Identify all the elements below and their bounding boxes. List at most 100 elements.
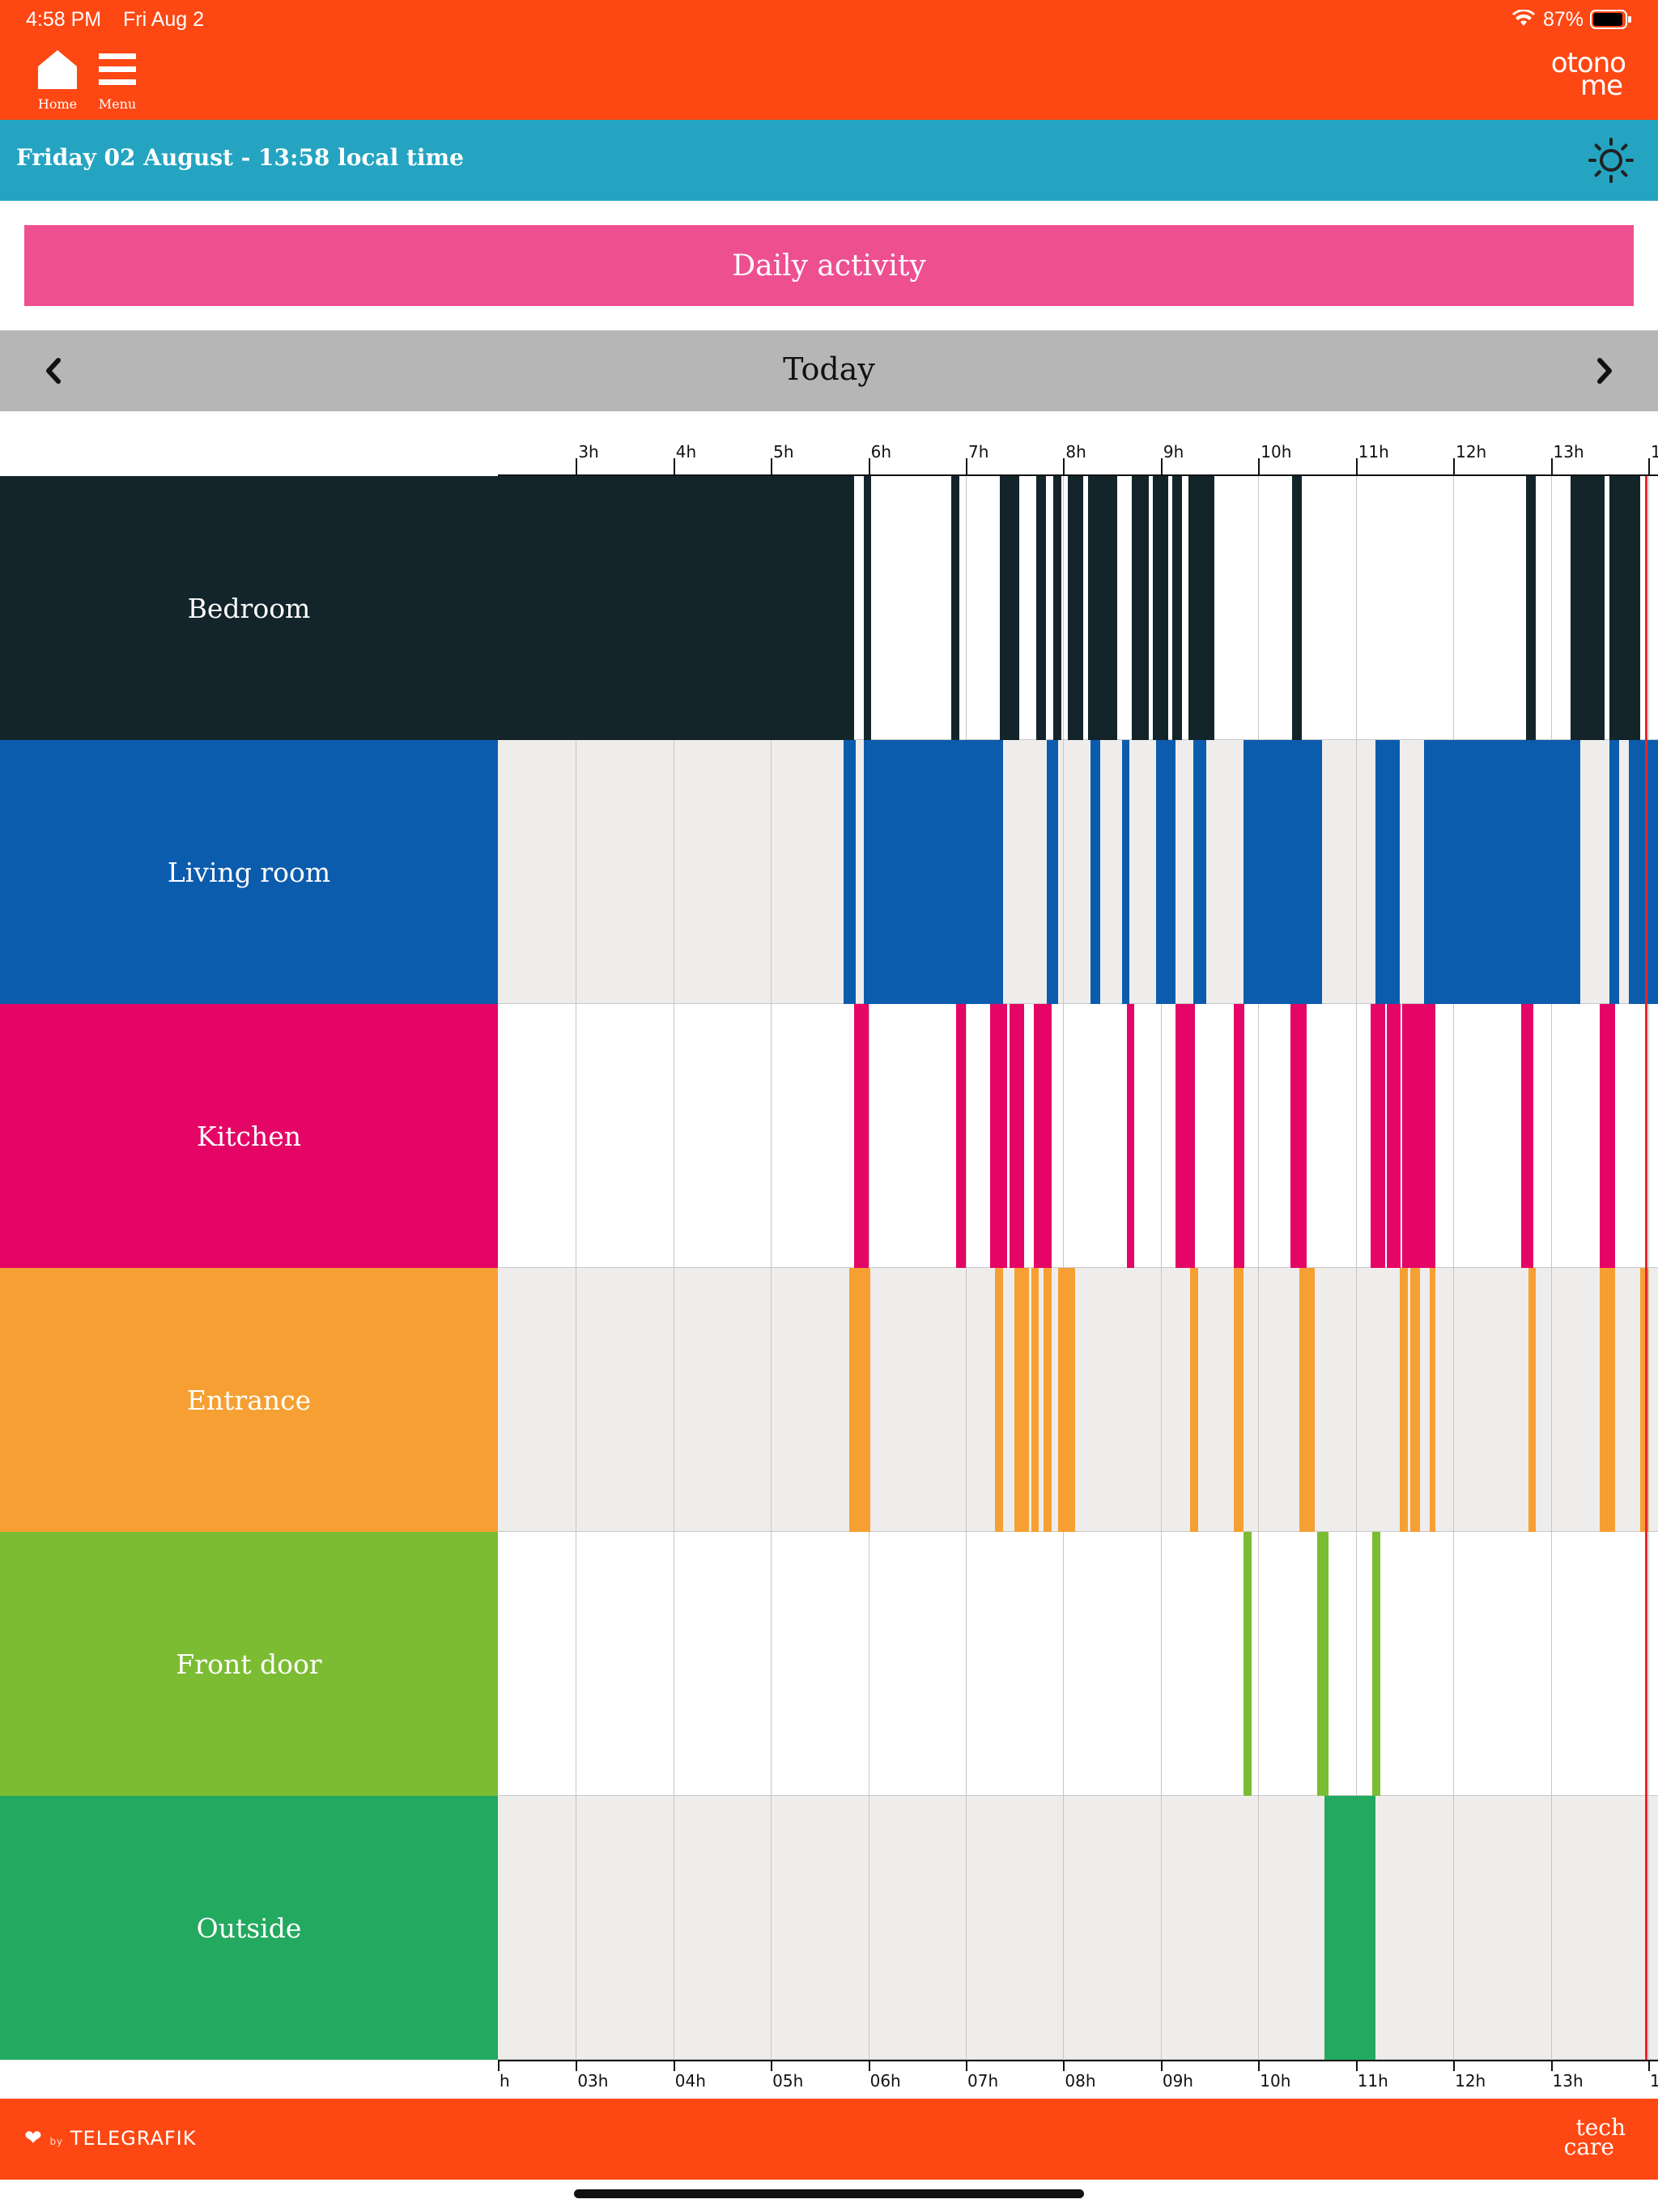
current-time-line — [1645, 476, 1648, 740]
activity-bar[interactable] — [1058, 1268, 1075, 1532]
bottom-tick-label: 13h — [1552, 2071, 1584, 2091]
gridline — [1355, 476, 1357, 740]
activity-bar[interactable] — [1316, 1532, 1329, 1796]
gridline — [771, 1004, 772, 1268]
activity-bar[interactable] — [1121, 740, 1130, 1004]
gridline — [1647, 1532, 1649, 1796]
activity-bar[interactable] — [1628, 740, 1658, 1004]
activity-bar[interactable] — [1292, 476, 1303, 740]
activity-bar[interactable] — [995, 1268, 1003, 1532]
gridline — [1647, 1268, 1649, 1532]
activity-bar[interactable] — [1044, 1268, 1052, 1532]
activity-bar[interactable] — [950, 476, 959, 740]
activity-bar[interactable] — [1609, 740, 1619, 1004]
bottom-tick-label: h — [500, 2071, 510, 2091]
activity-bar[interactable] — [1570, 476, 1605, 740]
activity-bar[interactable] — [853, 1004, 869, 1268]
activity-bar[interactable] — [863, 476, 872, 740]
activity-bar[interactable] — [844, 740, 856, 1004]
activity-bar[interactable] — [1640, 1268, 1648, 1532]
activity-bar[interactable] — [1192, 740, 1207, 1004]
gridline — [1550, 1796, 1552, 2060]
activity-bar[interactable] — [1375, 740, 1400, 1004]
activity-bar[interactable] — [955, 1004, 966, 1268]
activity-bar[interactable] — [1599, 1268, 1615, 1532]
activity-bar[interactable] — [1068, 476, 1083, 740]
activity-bar[interactable] — [1153, 476, 1169, 740]
activity-bar[interactable] — [1528, 1268, 1537, 1532]
activity-bar[interactable] — [1410, 1268, 1421, 1532]
activity-bar[interactable] — [1131, 476, 1150, 740]
activity-bar[interactable] — [1189, 1268, 1198, 1532]
techcare-logo: tech care — [1563, 2114, 1626, 2160]
gridline — [1647, 1796, 1649, 2060]
activity-bar[interactable] — [1175, 1004, 1195, 1268]
activity-bar[interactable] — [848, 1268, 870, 1532]
activity-bar[interactable] — [1244, 740, 1322, 1004]
activity-bar[interactable] — [1423, 740, 1580, 1004]
activity-bar[interactable] — [1034, 1004, 1052, 1268]
menu-label: Menu — [98, 96, 137, 112]
activity-bar[interactable] — [990, 1004, 1007, 1268]
activity-bar[interactable] — [1521, 1004, 1533, 1268]
previous-day-button[interactable] — [34, 351, 74, 391]
activity-bar[interactable] — [1155, 740, 1175, 1004]
chevron-left-icon — [46, 358, 61, 384]
chevron-right-icon — [1597, 358, 1612, 384]
bottom-tick — [1453, 2060, 1456, 2071]
gridline — [1355, 740, 1357, 1004]
activity-bar[interactable] — [1172, 476, 1183, 740]
top-tick — [1258, 458, 1261, 474]
activity-bar[interactable] — [1046, 740, 1059, 1004]
current-time-line — [1645, 740, 1648, 1004]
gridline — [1160, 1532, 1162, 1796]
home-label: Home — [37, 96, 78, 112]
activity-bar[interactable] — [1087, 476, 1117, 740]
activity-bar[interactable] — [1290, 1004, 1307, 1268]
activity-bar[interactable] — [1599, 1004, 1615, 1268]
activity-bar[interactable] — [1299, 1268, 1316, 1532]
activity-bar[interactable] — [1090, 740, 1101, 1004]
activity-bar[interactable] — [1010, 1004, 1025, 1268]
activity-bar[interactable] — [1526, 476, 1537, 740]
gridline — [1647, 1004, 1649, 1268]
row-label-outside: Outside — [0, 1796, 498, 2060]
home-button[interactable]: Home — [29, 47, 86, 112]
activity-bar[interactable] — [1053, 476, 1062, 740]
activity-bar[interactable] — [1234, 1004, 1245, 1268]
activity-bar[interactable] — [863, 740, 1003, 1004]
gridline — [1453, 1532, 1455, 1796]
home-icon — [38, 50, 77, 89]
gridline — [771, 740, 772, 1004]
current-time-line — [1645, 1532, 1648, 1796]
next-day-button[interactable] — [1584, 351, 1624, 391]
activity-bar[interactable] — [498, 476, 854, 740]
gridline — [1160, 1004, 1162, 1268]
activity-bar[interactable] — [1372, 1532, 1380, 1796]
activity-bar[interactable] — [1035, 476, 1046, 740]
activity-bar[interactable] — [1031, 1268, 1039, 1532]
activity-bar[interactable] — [1370, 1004, 1385, 1268]
activity-bar[interactable] — [1399, 1268, 1408, 1532]
top-tick-label: 4h — [675, 442, 697, 462]
activity-bar[interactable] — [1387, 1004, 1401, 1268]
menu-button[interactable]: Menu — [89, 47, 146, 112]
activity-bar[interactable] — [1609, 476, 1641, 740]
activity-bar[interactable] — [1244, 1532, 1252, 1796]
top-tick-label: 11h — [1358, 442, 1389, 462]
activity-bar[interactable] — [1234, 1268, 1244, 1532]
top-tick — [1550, 458, 1553, 474]
activity-bar[interactable] — [1188, 476, 1215, 740]
activity-bar[interactable] — [1402, 1004, 1436, 1268]
daily-activity-button[interactable]: Daily activity — [24, 225, 1634, 306]
activity-bar[interactable] — [1000, 476, 1020, 740]
gridline — [966, 1268, 967, 1532]
activity-bar[interactable] — [1430, 1268, 1436, 1532]
activity-bar[interactable] — [1014, 1268, 1030, 1532]
gridline — [771, 1268, 772, 1532]
top-tick — [576, 458, 578, 474]
bottom-tick-label: 09h — [1162, 2071, 1193, 2091]
bottom-tick — [1160, 2060, 1163, 2071]
activity-bar[interactable] — [1324, 1796, 1375, 2060]
activity-bar[interactable] — [1126, 1004, 1135, 1268]
